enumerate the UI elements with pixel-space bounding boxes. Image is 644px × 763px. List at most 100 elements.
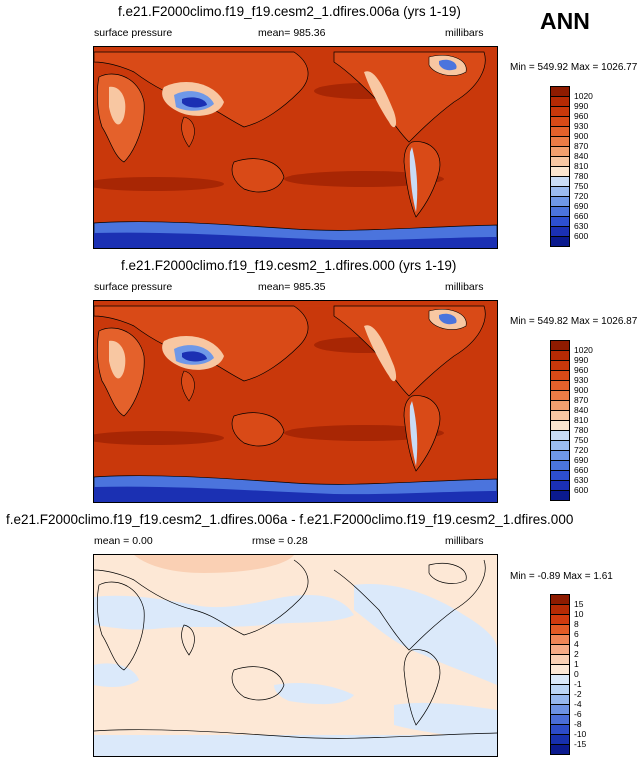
panel3-minmax: Min = -0.89 Max = 1.61 bbox=[510, 571, 613, 582]
colorbar-label: 1020 bbox=[574, 344, 593, 355]
tibet-plateau-core bbox=[182, 97, 207, 108]
landmass-india bbox=[181, 116, 195, 148]
antarctica-core bbox=[94, 232, 497, 248]
colorbar-cell bbox=[550, 694, 570, 705]
colorbar-label: 1020 bbox=[574, 90, 593, 101]
panel1-minmax: Min = 549.92 Max = 1026.77 bbox=[510, 62, 638, 73]
colorbar-label: 660 bbox=[574, 210, 589, 221]
colorbar-cell bbox=[550, 420, 570, 431]
colorbar-cell bbox=[550, 116, 570, 127]
colorbar-label: 750 bbox=[574, 434, 589, 445]
colorbar-cell bbox=[550, 400, 570, 411]
colorbar-cell bbox=[550, 196, 570, 207]
colorbar-cell bbox=[550, 480, 570, 491]
panel1-variable-label: surface pressure bbox=[94, 27, 173, 39]
panel3-map bbox=[93, 554, 498, 757]
colorbar-label: 900 bbox=[574, 384, 589, 395]
colorbar-label: 1 bbox=[574, 658, 579, 669]
colorbar-cell bbox=[550, 390, 570, 401]
colorbar-label: -10 bbox=[574, 728, 587, 739]
panel3-units-label: millibars bbox=[445, 535, 484, 547]
coastlines bbox=[94, 559, 497, 739]
panel1-colorbar: 1020 990 960 930 900 870 840 810 780 750 720 690 660… bbox=[550, 86, 610, 247]
colorbar-label: 930 bbox=[574, 374, 589, 385]
colorbar-cell bbox=[550, 126, 570, 137]
colorbar-label: 600 bbox=[574, 484, 589, 495]
colorbar-label: 630 bbox=[574, 474, 589, 485]
tibet-plateau-core bbox=[182, 351, 207, 362]
colorbar-cell bbox=[550, 450, 570, 461]
negative-anomaly bbox=[394, 702, 497, 740]
andes bbox=[409, 401, 418, 466]
colorbar-label: -6 bbox=[574, 708, 582, 719]
panel1-units-label: millibars bbox=[445, 27, 484, 39]
panel1-title: f.e21.F2000climo.f19_f19.cesm2_1.dfires.… bbox=[118, 4, 461, 19]
colorbar-label: 870 bbox=[574, 140, 589, 151]
pressure-band bbox=[284, 171, 444, 187]
colorbar-cell bbox=[550, 490, 570, 501]
colorbar-cell bbox=[550, 176, 570, 187]
colorbar-cell bbox=[550, 226, 570, 237]
colorbar-label: 690 bbox=[574, 454, 589, 465]
colorbar-cell bbox=[550, 604, 570, 615]
colorbar-label: 840 bbox=[574, 150, 589, 161]
colorbar-label: 630 bbox=[574, 220, 589, 231]
colorbar-label: 960 bbox=[574, 110, 589, 121]
andes bbox=[409, 147, 418, 212]
colorbar-label: -15 bbox=[574, 738, 587, 749]
colorbar-label: -1 bbox=[574, 678, 582, 689]
pressure-band bbox=[94, 431, 224, 445]
panel3-mean-label: mean = 0.00 bbox=[94, 535, 153, 547]
colorbar-cell bbox=[550, 106, 570, 117]
panel3-rmse-label: rmse = 0.28 bbox=[252, 535, 308, 547]
colorbar-cell bbox=[550, 166, 570, 177]
colorbar-cell bbox=[550, 216, 570, 227]
colorbar-cell bbox=[550, 136, 570, 147]
panel2-units-label: millibars bbox=[445, 281, 484, 293]
panel3-title: f.e21.F2000climo.f19_f19.cesm2_1.dfires.… bbox=[6, 512, 574, 527]
panel2-colorbar: 1020 990 960 930 900 870 840 810 780 750 720 690 660… bbox=[550, 340, 610, 501]
panel1-map-svg bbox=[94, 47, 497, 248]
colorbar-label: -2 bbox=[574, 688, 582, 699]
colorbar-label: 900 bbox=[574, 130, 589, 141]
pressure-band bbox=[94, 177, 224, 191]
colorbar-label: 750 bbox=[574, 180, 589, 191]
colorbar-label: 810 bbox=[574, 160, 589, 171]
colorbar-cell bbox=[550, 146, 570, 157]
colorbar-cell bbox=[550, 634, 570, 645]
panel1-mean-label: mean= 985.36 bbox=[258, 27, 326, 39]
colorbar-label: -8 bbox=[574, 718, 582, 729]
colorbar-cell bbox=[550, 96, 570, 107]
rockies bbox=[364, 71, 397, 128]
panel2-title: f.e21.F2000climo.f19_f19.cesm2_1.dfires.… bbox=[121, 258, 457, 273]
colorbar-label: 720 bbox=[574, 444, 589, 455]
negative-anomaly bbox=[94, 595, 354, 630]
panel2-mean-label: mean= 985.35 bbox=[258, 281, 326, 293]
colorbar-cell bbox=[550, 460, 570, 471]
colorbar-label: 10 bbox=[574, 608, 584, 619]
colorbar-label: 4 bbox=[574, 638, 579, 649]
colorbar-label: 990 bbox=[574, 100, 589, 111]
colorbar-cell bbox=[550, 664, 570, 675]
colorbar-label: 15 bbox=[574, 598, 584, 609]
colorbar-label: 870 bbox=[574, 394, 589, 405]
colorbar-cell bbox=[550, 156, 570, 167]
negative-anomaly bbox=[94, 735, 497, 756]
colorbar-cell bbox=[550, 704, 570, 715]
colorbar-label: 780 bbox=[574, 424, 589, 435]
colorbar-cell bbox=[550, 624, 570, 635]
panel3-map-svg bbox=[94, 555, 497, 756]
colorbar-label: -4 bbox=[574, 698, 582, 709]
panel1-map bbox=[93, 46, 498, 249]
landmass-india bbox=[181, 370, 195, 402]
panel2-minmax: Min = 549.82 Max = 1026.87 bbox=[510, 316, 638, 327]
panel3-colorbar: 15 10 8 6 4 2 1 0 -1 -2 -4 -6 -8 -10 -15 bbox=[550, 594, 610, 755]
colorbar-cell bbox=[550, 644, 570, 655]
colorbar-label: 810 bbox=[574, 414, 589, 425]
colorbar-cell bbox=[550, 340, 570, 351]
colorbar-label: 0 bbox=[574, 668, 579, 679]
colorbar-label: 690 bbox=[574, 200, 589, 211]
colorbar-cell bbox=[550, 654, 570, 665]
panel2-variable-label: surface pressure bbox=[94, 281, 173, 293]
pressure-band bbox=[284, 425, 444, 441]
